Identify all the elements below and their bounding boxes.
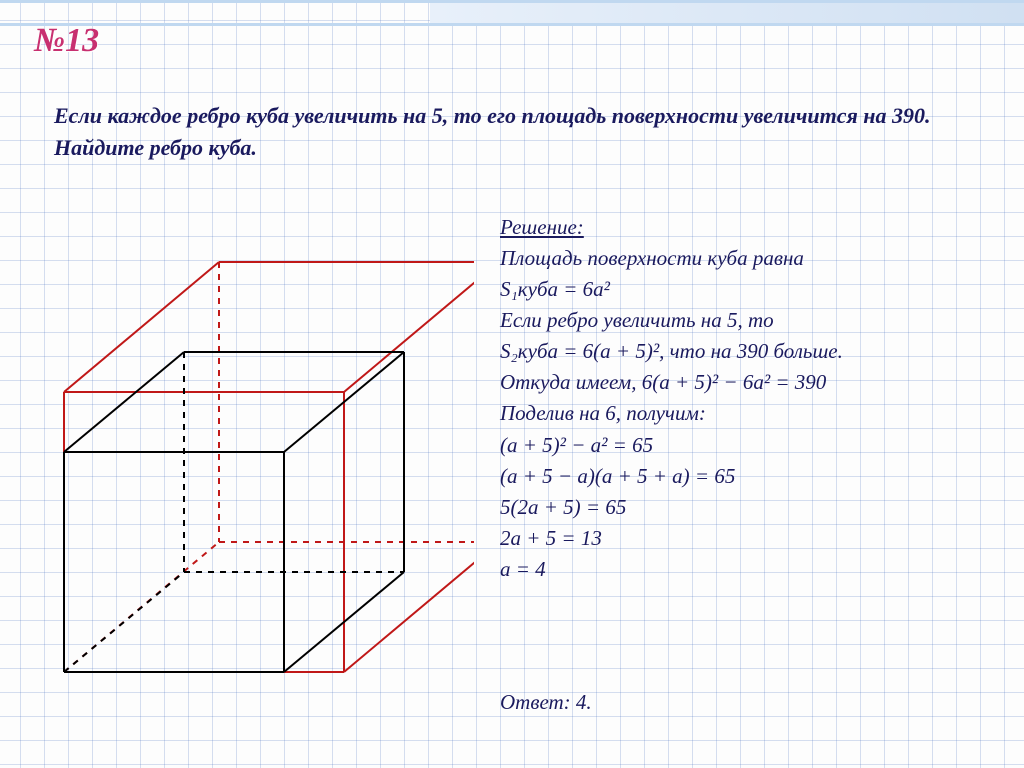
solution-line: Если ребро увеличить на 5, то (500, 305, 994, 336)
solution-line: 2a + 5 = 13 (500, 523, 994, 554)
answer-label: Ответ: (500, 690, 571, 714)
answer-value: 4. (576, 690, 592, 714)
solution-line: Поделив на 6, получим: (500, 398, 994, 429)
solution-line: a = 4 (500, 554, 994, 585)
solution-line: S₂куба = 6(a + 5)², что на 390 больше. (500, 336, 994, 367)
problem-text: Если каждое ребро куба увеличить на 5, т… (54, 100, 970, 164)
header-border (0, 0, 1024, 26)
cube-figure (34, 212, 474, 672)
solution-line: 5(2a + 5) = 65 (500, 492, 994, 523)
header-border-fill (430, 3, 1024, 23)
solution-line: Площадь поверхности куба равна (500, 243, 994, 274)
solution-line: (a + 5)² − a² = 65 (500, 430, 994, 461)
answer: Ответ: 4. (500, 690, 592, 715)
solution-line: S₁куба = 6a² (500, 274, 994, 305)
solution-heading: Решение: (500, 212, 994, 243)
solution-line: Откуда имеем, 6(a + 5)² − 6a² = 390 (500, 367, 994, 398)
solution-block: Решение: Площадь поверхности куба равнаS… (500, 212, 994, 585)
solution-line: (a + 5 − a)(a + 5 + a) = 65 (500, 461, 994, 492)
problem-number: №13 (34, 22, 99, 60)
